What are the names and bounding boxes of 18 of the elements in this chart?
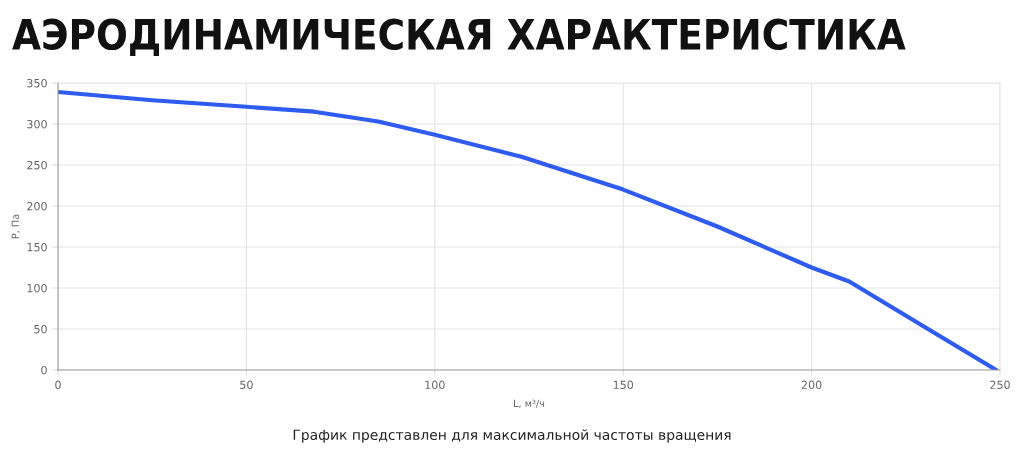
y-tick-label: 200	[27, 201, 47, 211]
chart-title: АЭРОДИНАМИЧЕСКАЯ ХАРАКТЕРИСТИКА	[12, 18, 906, 57]
y-axis-title: P, Па	[11, 214, 20, 239]
y-tick-label: 150	[27, 242, 47, 252]
y-tick-label: 350	[27, 78, 47, 88]
y-tick-label: 250	[27, 160, 47, 170]
y-tick-label: 0	[41, 365, 47, 375]
text: График представлен для максимальной частоты вращения	[293, 429, 731, 443]
x-tick-label: 150	[613, 380, 634, 390]
x-tick-label: 50	[240, 380, 253, 390]
x-axis-title: L, м³/ч	[514, 399, 545, 409]
y-tick-label: 50	[34, 324, 47, 334]
y-tick-label: 100	[27, 283, 47, 293]
x-tick-label: 250	[990, 380, 1010, 390]
x-tick-label: 200	[801, 380, 822, 390]
y-tick-label: 300	[27, 119, 47, 129]
x-tick-label: 100	[425, 380, 445, 390]
x-tick-label: 0	[55, 380, 61, 390]
